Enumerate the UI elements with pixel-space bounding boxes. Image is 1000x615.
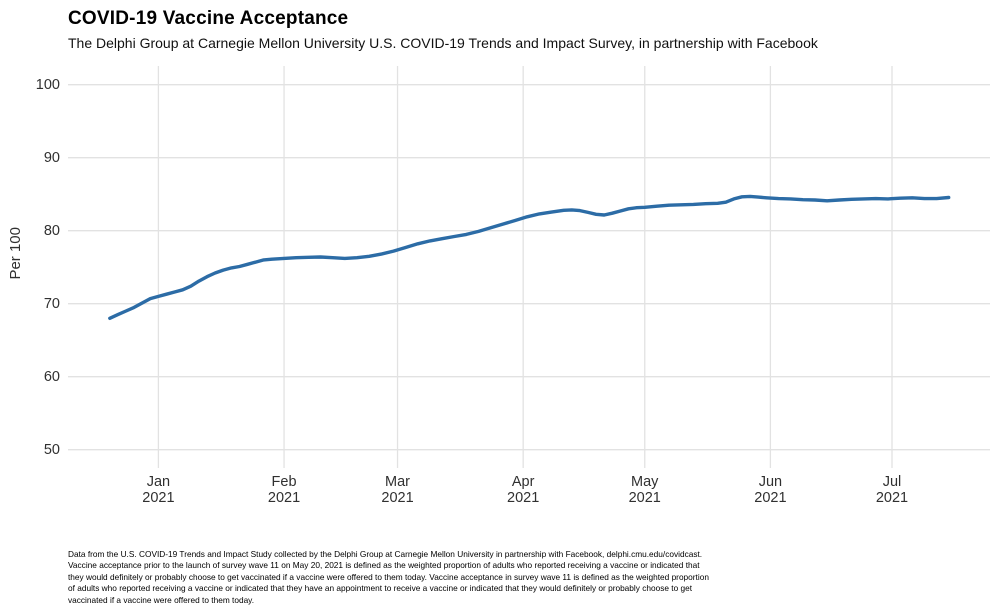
gridlines (68, 66, 990, 468)
x-tick-year: 2021 (381, 490, 414, 506)
x-tick-label: May 2021 (629, 474, 661, 506)
footnote: Data from the U.S. COVID-19 Trends and I… (68, 549, 908, 606)
x-tick-year: 2021 (754, 490, 787, 506)
footnote-line: they would definitely or probably choose… (68, 571, 709, 582)
x-tick-month: Jun (758, 474, 783, 490)
chart-title: COVID-19 Vaccine Acceptance (68, 8, 349, 29)
y-tick-label: 90 (43, 149, 60, 166)
footnote-line: vaccinated if a vaccine were offered to … (68, 594, 255, 605)
y-tick-label: 80 (43, 222, 60, 239)
y-tick-label: 70 (43, 295, 60, 312)
y-tick-label: 50 (43, 441, 60, 458)
footnote-line: of adults who reported receiving a vacci… (68, 583, 693, 594)
y-tick-label: 60 (43, 368, 60, 385)
x-tick-month: Jul (882, 474, 902, 490)
x-tick-year: 2021 (875, 490, 909, 506)
x-tick-month: Jan (146, 474, 171, 490)
x-tick-month: Apr (511, 474, 535, 490)
x-tick-month: Mar (385, 474, 411, 490)
acceptance-line (108, 194, 951, 320)
x-tick-label: Apr 2021 (507, 474, 539, 506)
x-tick-label: Jan 2021 (142, 474, 174, 506)
x-tick-label: Feb 2021 (268, 474, 300, 506)
y-axis-title: Per 100 (7, 227, 24, 280)
x-tick-year: 2021 (142, 490, 175, 506)
x-tick-month: Feb (271, 474, 297, 490)
y-tick-label: 100 (35, 76, 60, 93)
x-tick-label: Jul 2021 (876, 474, 908, 506)
x-tick-label: Jun 2021 (754, 474, 786, 506)
chart-canvas (68, 66, 990, 468)
footnote-line: Data from the U.S. COVID-19 Trends and I… (68, 549, 703, 559)
footnote-line: Vaccine acceptance prior to the launch o… (68, 560, 700, 571)
x-tick-year: 2021 (628, 490, 661, 506)
x-tick-year: 2021 (507, 490, 540, 506)
x-tick-month: May (631, 474, 659, 490)
chart-subtitle: The Delphi Group at Carnegie Mellon Univ… (68, 35, 818, 51)
x-tick-label: Mar 2021 (381, 474, 413, 506)
x-tick-year: 2021 (267, 490, 301, 506)
